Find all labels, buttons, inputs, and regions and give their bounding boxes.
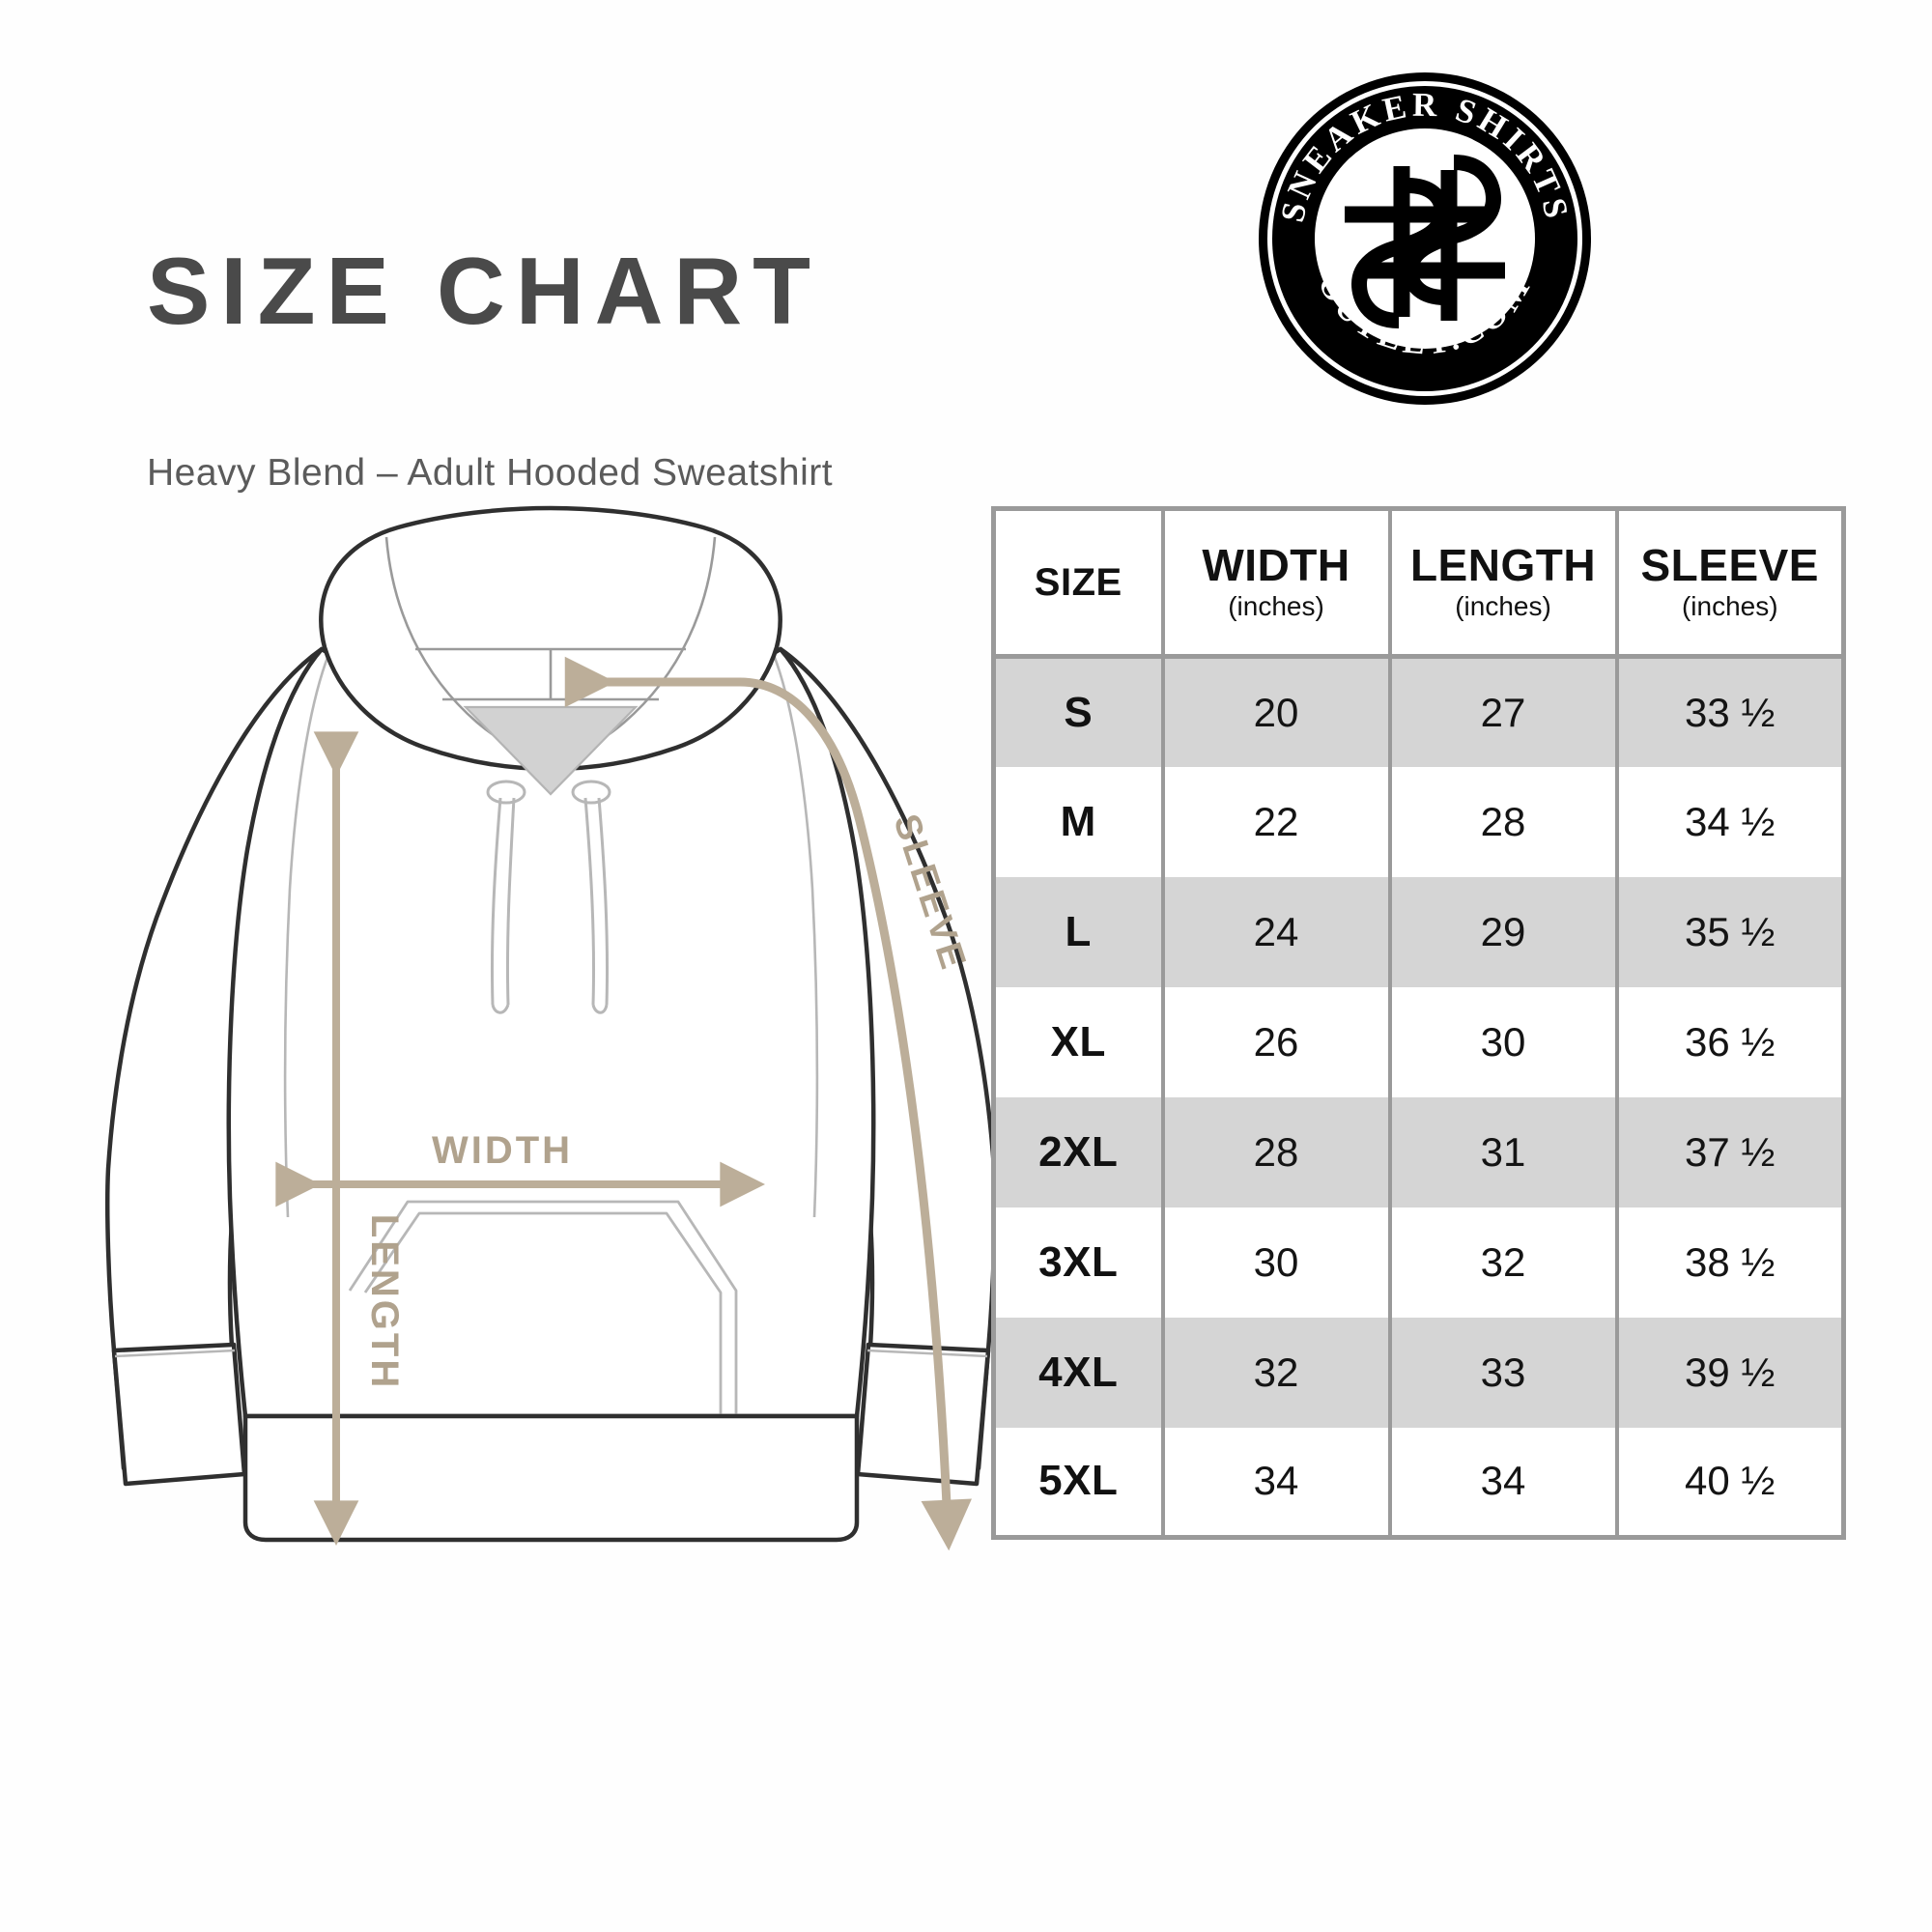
cell-size: 2XL [991,1096,1165,1208]
cell-sleeve: 37 ½ [1614,1096,1846,1208]
cell-width: 28 [1160,1096,1392,1208]
cell-size: 3XL [991,1207,1165,1318]
cell-length: 29 [1387,876,1619,987]
column-header-sleeve: SLEEVE (inches) [1614,508,1846,659]
cell-size: 4XL [991,1317,1165,1428]
column-header-size: SIZE [991,508,1165,659]
left-drawstring-tip [491,1004,510,1014]
cell-sleeve: 35 ½ [1614,876,1846,987]
left-cuff-seam [114,1349,236,1358]
left-grommet [486,780,526,805]
cell-width: 24 [1160,876,1392,987]
cell-width: 30 [1160,1207,1392,1318]
column-header-length-main: LENGTH [1409,540,1597,591]
cell-size: M [991,766,1165,877]
cell-length: 33 [1387,1317,1619,1428]
cell-sleeve: 40 ½ [1614,1427,1846,1538]
size-table-head: SIZE WIDTH (inches) LENGTH (inches) SLEE… [991,508,1846,659]
cell-length: 31 [1387,1096,1619,1208]
column-header-size-main: SIZE [1034,561,1122,604]
column-header-length-unit: (inches) [1455,591,1551,622]
left-shoulder-seam [283,654,330,1218]
table-row: 3XL 30 32 38 ½ [991,1207,1846,1318]
table-row: L 24 29 35 ½ [991,876,1846,987]
table-row: S 20 27 33 ½ [991,656,1846,767]
cell-size: 5XL [991,1427,1165,1538]
table-row: 4XL 32 33 39 ½ [991,1317,1846,1428]
size-table-body: S 20 27 33 ½ M 22 28 34 ½ L 24 29 35 ½ X… [991,656,1846,1538]
cell-width: 22 [1160,766,1392,877]
table-row: 2XL 28 31 37 ½ [991,1096,1846,1208]
table-row: XL 26 30 36 ½ [991,986,1846,1097]
left-drawstring-a [490,797,502,1006]
length-label: LENGTH [363,1214,406,1390]
cell-width: 32 [1160,1317,1392,1428]
table-row: M 22 28 34 ½ [991,766,1846,877]
cell-length: 28 [1387,766,1619,877]
left-drawstring-b [505,797,516,1006]
page-subtitle: Heavy Blend – Adult Hooded Sweatshirt [147,452,834,494]
cell-width: 26 [1160,986,1392,1097]
right-cuff [855,1342,991,1487]
width-label: WIDTH [432,1129,573,1172]
cell-size: L [991,876,1165,987]
cell-length: 34 [1387,1427,1619,1538]
sleeve-measure-arrow [564,656,972,1551]
size-table: SIZE WIDTH (inches) LENGTH (inches) SLEE… [991,506,1846,1540]
left-cuff [111,1342,247,1487]
cell-width: 20 [1160,656,1392,767]
table-row: 5XL 34 34 40 ½ [991,1427,1846,1538]
cell-size: S [991,656,1165,767]
hoodie-diagram: WIDTH LENGTH SLEEVE [87,502,1014,1633]
cell-sleeve: 34 ½ [1614,766,1846,877]
cell-length: 32 [1387,1207,1619,1318]
column-header-width: WIDTH (inches) [1160,508,1392,659]
column-header-width-unit: (inches) [1228,591,1324,622]
cell-sleeve: 33 ½ [1614,656,1846,767]
cell-sleeve: 38 ½ [1614,1207,1846,1318]
cell-length: 30 [1387,986,1619,1097]
column-header-sleeve-main: SLEEVE [1640,540,1819,591]
cell-length: 27 [1387,656,1619,767]
cell-size: XL [991,986,1165,1097]
page-title: SIZE CHART [147,238,821,344]
brand-logo: SNEAKER SHIRTS OUTLET.COM [1256,70,1594,408]
column-header-sleeve-unit: (inches) [1681,591,1778,622]
cell-sleeve: 36 ½ [1614,986,1846,1097]
column-header-length: LENGTH (inches) [1387,508,1619,659]
column-header-width-main: WIDTH [1202,540,1350,591]
cell-sleeve: 39 ½ [1614,1317,1846,1428]
cell-width: 34 [1160,1427,1392,1538]
logo-monogram-ss [1345,155,1505,328]
size-table-header-row: SIZE WIDTH (inches) LENGTH (inches) SLEE… [991,508,1846,659]
